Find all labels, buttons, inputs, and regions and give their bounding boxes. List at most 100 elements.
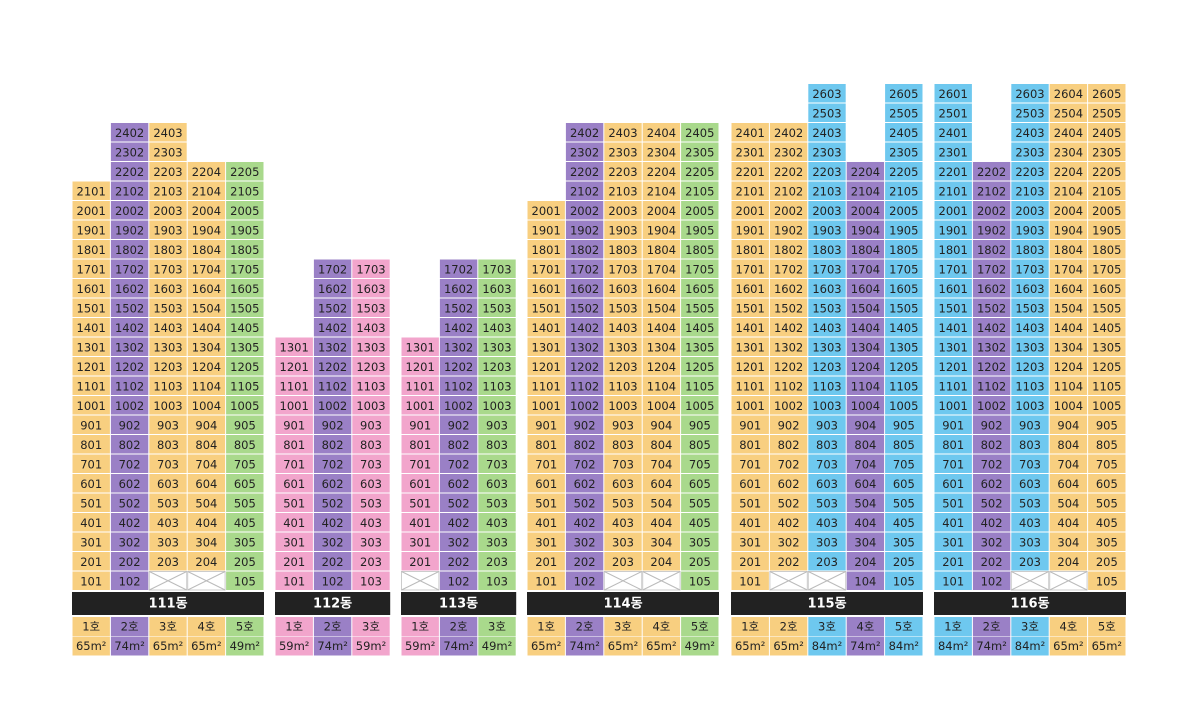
unit-cell <box>846 474 885 493</box>
unit-number: 1305 <box>1092 340 1121 354</box>
line-header <box>527 617 565 636</box>
unit-number: 801 <box>283 438 305 452</box>
unit-cell <box>565 181 604 200</box>
unit-number: 501 <box>80 496 102 510</box>
unit-cell <box>72 474 110 493</box>
unit-number: 1305 <box>685 340 714 354</box>
unit-cell <box>885 552 923 571</box>
unit-number: 1602 <box>444 282 473 296</box>
unit-number: 705 <box>1096 457 1118 471</box>
unit-cell <box>846 357 885 376</box>
unit-cell <box>527 454 565 473</box>
unit-number: 701 <box>409 457 431 471</box>
unit-number: 2401 <box>939 126 968 140</box>
unit-cell <box>72 415 110 434</box>
building-name: 116동 <box>1010 597 1049 612</box>
line-label: 2호 <box>576 620 594 634</box>
unit-cell <box>808 298 846 317</box>
unit-cell <box>934 201 972 220</box>
unit-cell <box>226 532 264 551</box>
unit-number: 2305 <box>1092 145 1121 159</box>
unit-number: 1501 <box>939 301 968 315</box>
unit-number: 2202 <box>977 165 1006 179</box>
unit-cell <box>187 201 226 220</box>
unit-number: 203 <box>360 555 382 569</box>
empty-cross <box>769 571 808 591</box>
unit-cell <box>731 240 769 259</box>
unit-cell <box>885 376 923 395</box>
line-header <box>401 617 439 636</box>
area-label: 65m² <box>1053 639 1083 653</box>
unit-cell <box>401 474 439 493</box>
unit-cell <box>846 571 885 590</box>
unit-number: 504 <box>1057 496 1079 510</box>
unit-cell <box>187 337 226 356</box>
unit-number: 2404 <box>1054 126 1083 140</box>
unit-number: 1605 <box>230 282 259 296</box>
unit-cell <box>808 318 846 337</box>
unit-cell <box>110 318 149 337</box>
area-cell <box>401 636 439 656</box>
line-label: 1호 <box>741 620 759 634</box>
unit-number: 1201 <box>77 360 106 374</box>
unit-number: 602 <box>448 477 470 491</box>
unit-number: 1902 <box>115 223 144 237</box>
unit-cell <box>527 474 565 493</box>
area-label: 65m² <box>646 639 676 653</box>
unit-cell <box>642 298 681 317</box>
unit-cell <box>149 337 187 356</box>
unit-number: 402 <box>574 516 596 530</box>
unit-number: 604 <box>854 477 876 491</box>
unit-number: 1101 <box>280 379 309 393</box>
unit-cell <box>478 279 516 298</box>
unit-cell <box>1049 123 1088 142</box>
unit-number: 1405 <box>1092 321 1121 335</box>
unit-number: 2605 <box>1092 87 1121 101</box>
unit-number: 1703 <box>608 262 637 276</box>
unit-number: 2505 <box>889 106 918 120</box>
line-header <box>808 617 846 636</box>
unit-cell <box>565 376 604 395</box>
unit-cell <box>604 298 642 317</box>
unit-cell <box>934 298 972 317</box>
unit-cell <box>846 318 885 337</box>
unit-number: 1602 <box>774 282 803 296</box>
unit-number: 2202 <box>115 165 144 179</box>
unit-number: 402 <box>778 516 800 530</box>
unit-number: 702 <box>322 457 344 471</box>
unit-number: 101 <box>283 574 305 588</box>
unit-number: 1304 <box>192 340 221 354</box>
unit-number: 1203 <box>482 360 511 374</box>
unit-number: 901 <box>942 418 964 432</box>
unit-cell <box>972 162 1011 181</box>
unit-number: 1004 <box>851 399 880 413</box>
unit-cell <box>769 201 808 220</box>
line-header <box>313 617 352 636</box>
unit-number: 1805 <box>889 243 918 257</box>
unit-cell <box>352 298 390 317</box>
line-header <box>226 617 264 636</box>
unit-cell <box>681 181 719 200</box>
unit-number: 503 <box>360 496 382 510</box>
unit-number: 903 <box>816 418 838 432</box>
unit-number: 1202 <box>444 360 473 374</box>
unit-number: 1303 <box>608 340 637 354</box>
area-label: 84m² <box>938 639 968 653</box>
unit-number: 1405 <box>889 321 918 335</box>
unit-cell <box>565 435 604 454</box>
unit-cell <box>352 532 390 551</box>
unit-number: 503 <box>612 496 634 510</box>
area-cell <box>1011 636 1049 656</box>
unit-number: 804 <box>195 438 217 452</box>
unit-cell <box>352 318 390 337</box>
unit-cell <box>565 162 604 181</box>
unit-cell <box>478 318 516 337</box>
unit-number: 1301 <box>280 340 309 354</box>
unit-cell <box>1049 513 1088 532</box>
unit-number: 604 <box>1057 477 1079 491</box>
unit-number: 2102 <box>115 184 144 198</box>
unit-cell <box>439 552 478 571</box>
unit-number: 703 <box>816 457 838 471</box>
unit-number: 403 <box>360 516 382 530</box>
